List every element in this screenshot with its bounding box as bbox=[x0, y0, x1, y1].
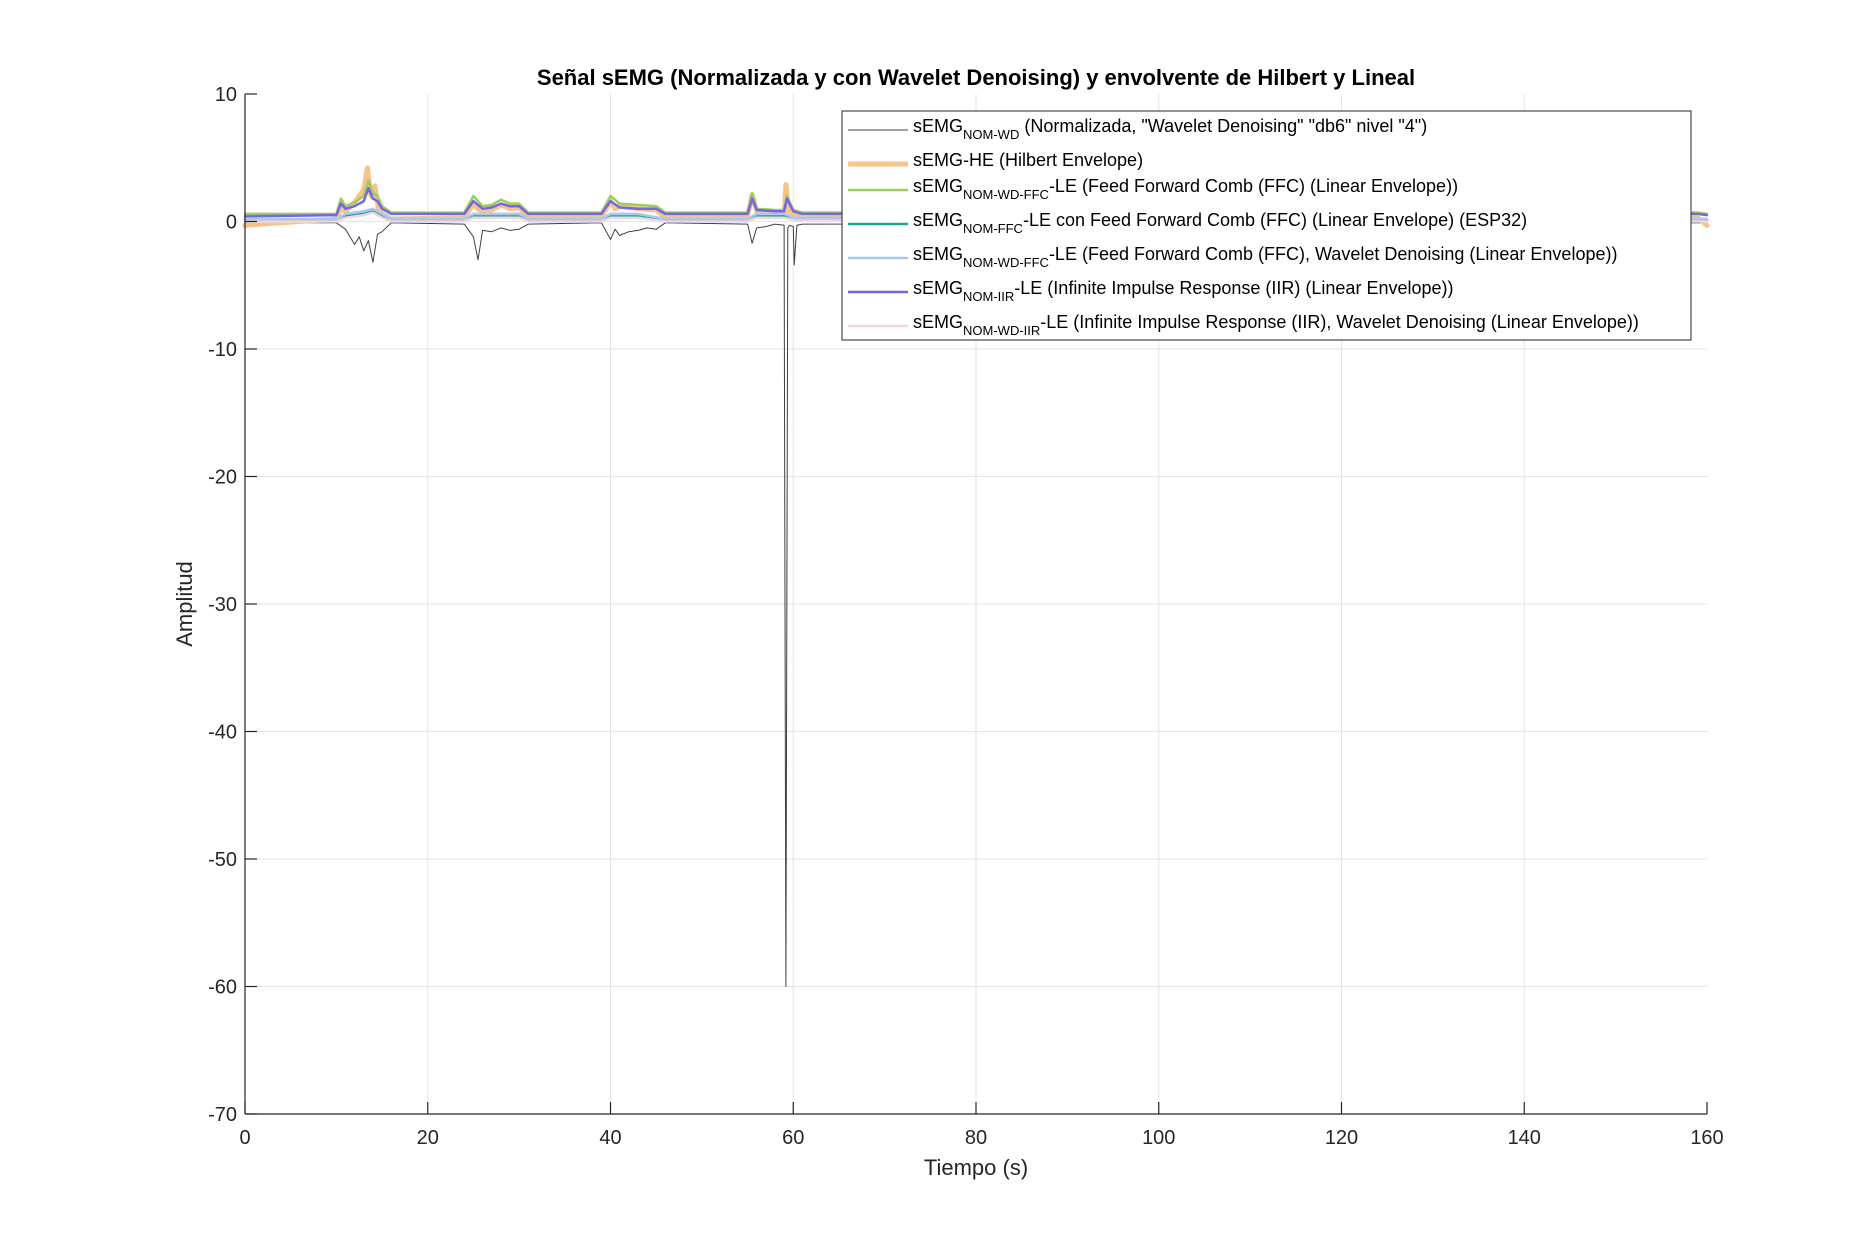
chart-title: Señal sEMG (Normalizada y con Wavelet De… bbox=[537, 65, 1415, 90]
legend-label: sEMGNOM-WD-IIR-LE (Infinite Impulse Resp… bbox=[913, 312, 1639, 338]
y-tick-label: -10 bbox=[208, 339, 237, 361]
legend-entry: sEMGNOM-WD (Normalizada, "Wavelet Denois… bbox=[848, 116, 1427, 142]
legend-label-subscript: NOM-WD bbox=[963, 127, 1019, 142]
legend-label-rest: (Normalizada, "Wavelet Denoising" "db6" … bbox=[1019, 116, 1427, 136]
legend-label-main: sEMG bbox=[913, 210, 963, 230]
x-tick-label: 140 bbox=[1508, 1127, 1541, 1149]
x-axis-label: Tiempo (s) bbox=[924, 1155, 1028, 1180]
legend-entry: sEMGNOM-WD-FFC-LE (Feed Forward Comb (FF… bbox=[848, 244, 1617, 270]
legend-label-subscript: NOM-WD-FFC bbox=[963, 255, 1049, 270]
y-tick-label: -30 bbox=[208, 594, 237, 616]
y-tick-label: -70 bbox=[208, 1104, 237, 1126]
legend-label: sEMGNOM-FFC-LE con Feed Forward Comb (FF… bbox=[913, 210, 1527, 236]
x-tick-label: 80 bbox=[965, 1127, 987, 1149]
series-layer bbox=[242, 165, 1710, 987]
y-tick-label: -50 bbox=[208, 849, 237, 871]
legend-entry: sEMGNOM-WD-IIR-LE (Infinite Impulse Resp… bbox=[848, 312, 1639, 338]
y-tick-label: -40 bbox=[208, 722, 237, 744]
legend-label-main: sEMG bbox=[913, 116, 963, 136]
legend-entry: sEMGNOM-WD-FFC-LE (Feed Forward Comb (FF… bbox=[848, 176, 1458, 202]
legend-entry: sEMGNOM-IIR-LE (Infinite Impulse Respons… bbox=[848, 278, 1454, 304]
legend-label: sEMGNOM-IIR-LE (Infinite Impulse Respons… bbox=[913, 278, 1454, 304]
legend-label-rest: -LE con Feed Forward Comb (FFC) (Linear … bbox=[1023, 210, 1527, 230]
legend-label: sEMGNOM-WD-FFC-LE (Feed Forward Comb (FF… bbox=[913, 176, 1458, 202]
legend-label-main: sEMG-HE (Hilbert Envelope) bbox=[913, 150, 1143, 170]
series-line-1 bbox=[244, 222, 1708, 987]
y-tick-label: 0 bbox=[226, 212, 237, 234]
legend-label: sEMGNOM-WD-FFC-LE (Feed Forward Comb (FF… bbox=[913, 244, 1617, 270]
legend-label: sEMGNOM-WD (Normalizada, "Wavelet Denois… bbox=[913, 116, 1427, 142]
legend-label-subscript: NOM-WD-IIR bbox=[963, 323, 1040, 338]
legend-entry: sEMGNOM-FFC-LE con Feed Forward Comb (FF… bbox=[848, 210, 1527, 236]
legend-label-main: sEMG bbox=[913, 244, 963, 264]
legend-label-subscript: NOM-IIR bbox=[963, 289, 1014, 304]
legend-label-rest: -LE (Feed Forward Comb (FFC) (Linear Env… bbox=[1049, 176, 1458, 196]
series-line-6 bbox=[243, 187, 1709, 218]
legend-box bbox=[841, 110, 1692, 341]
legend-entry: sEMG-HE (Hilbert Envelope) bbox=[848, 150, 1143, 170]
series-line-3 bbox=[243, 179, 1709, 216]
legend-label-main: sEMG bbox=[913, 278, 963, 298]
x-tick-label: 60 bbox=[782, 1127, 804, 1149]
y-tick-label: -60 bbox=[208, 977, 237, 999]
legend-label-subscript: NOM-FFC bbox=[963, 221, 1023, 236]
x-tick-label: 20 bbox=[417, 1127, 439, 1149]
legend-label-rest: -LE (Infinite Impulse Response (IIR), Wa… bbox=[1040, 312, 1639, 332]
x-tick-label: 40 bbox=[599, 1127, 621, 1149]
x-tick-label: 120 bbox=[1325, 1127, 1358, 1149]
series-line-7 bbox=[243, 211, 1709, 223]
legend-label-main: sEMG bbox=[913, 176, 963, 196]
legend-label-rest: -LE (Feed Forward Comb (FFC), Wavelet De… bbox=[1049, 244, 1618, 264]
x-tick-label: 0 bbox=[239, 1127, 250, 1149]
series-line-5 bbox=[243, 207, 1709, 221]
x-tick-label: 160 bbox=[1690, 1127, 1723, 1149]
y-axis-label: Amplitud bbox=[172, 561, 197, 647]
legend: sEMGNOM-WD (Normalizada, "Wavelet Denois… bbox=[841, 110, 1692, 341]
y-tick-label: -20 bbox=[208, 467, 237, 489]
y-tick-label: 10 bbox=[215, 84, 237, 106]
legend-label: sEMG-HE (Hilbert Envelope) bbox=[913, 150, 1143, 170]
legend-label-main: sEMG bbox=[913, 312, 963, 332]
legend-label-rest: -LE (Infinite Impulse Response (IIR) (Li… bbox=[1014, 278, 1453, 298]
x-tick-label: 100 bbox=[1142, 1127, 1175, 1149]
ticks: 0 20 40 60 80 100 120 140 160100-10-20-30-40-50-… bbox=[208, 84, 1724, 1149]
legend-label-subscript: NOM-WD-FFC bbox=[963, 187, 1049, 202]
